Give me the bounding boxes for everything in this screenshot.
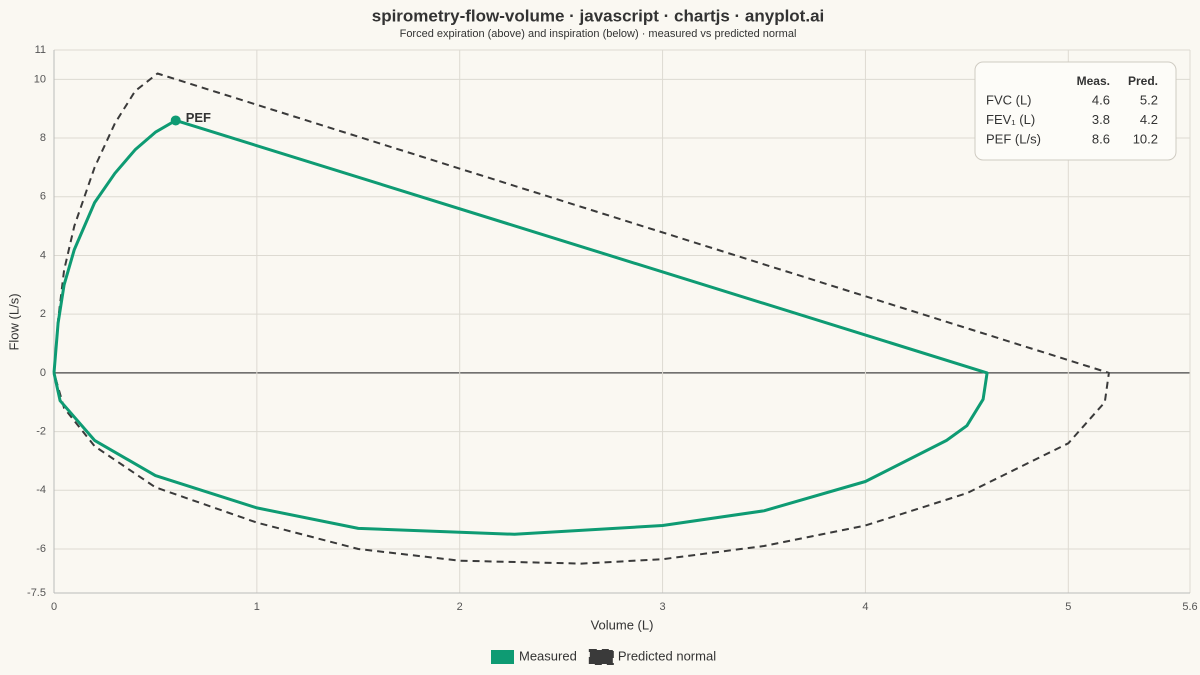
y-tick-label: 4 [40,249,46,261]
y-tick-label: -7.5 [27,587,46,599]
y-tick-label: -6 [36,543,46,555]
table-header: Pred. [1128,74,1158,88]
y-tick-label: 6 [40,191,46,203]
x-tick-label: 5 [1065,601,1071,613]
legend-label: Measured [519,648,577,663]
y-tick-label: 11 [35,44,46,56]
table-predicted: 10.2 [1133,131,1158,146]
y-tick-label: -4 [36,484,46,496]
x-tick-label: 2 [457,601,463,613]
pef-marker [170,115,181,126]
x-tick-label: 1 [254,601,260,613]
x-tick-label: 5.6 [1182,601,1197,613]
x-tick-label: 0 [51,601,57,613]
table-measured: 3.8 [1092,112,1110,127]
y-tick-label: 0 [40,367,46,379]
x-axis-label: Volume (L) [591,617,654,632]
table-header: Meas. [1077,74,1110,88]
y-tick-label: 2 [40,308,46,320]
table-measured: 8.6 [1092,131,1110,146]
x-tick-label: 4 [862,601,868,613]
chart-title: spirometry-flow-volume · javascript · ch… [372,6,825,25]
y-tick-label: -2 [36,425,46,437]
table-row-label: FEV₁ (L) [986,112,1035,127]
series-line [52,118,989,536]
pef-label: PEF [186,110,211,125]
table-measured: 4.6 [1092,92,1110,107]
y-tick-label: 10 [34,73,46,85]
chart-subtitle: Forced expiration (above) and inspiratio… [400,28,797,40]
table-predicted: 5.2 [1140,92,1158,107]
table-predicted: 4.2 [1140,112,1158,127]
y-tick-label: 8 [40,132,46,144]
table-row-label: PEF (L/s) [986,131,1041,146]
legend-swatch [588,649,614,665]
legend-swatch [491,650,514,664]
summary-box [974,61,1177,161]
y-axis-label: Flow (L/s) [6,293,21,350]
legend-label: Predicted normal [618,648,716,663]
table-row-label: FVC (L) [986,92,1032,107]
x-tick-label: 3 [660,601,666,613]
